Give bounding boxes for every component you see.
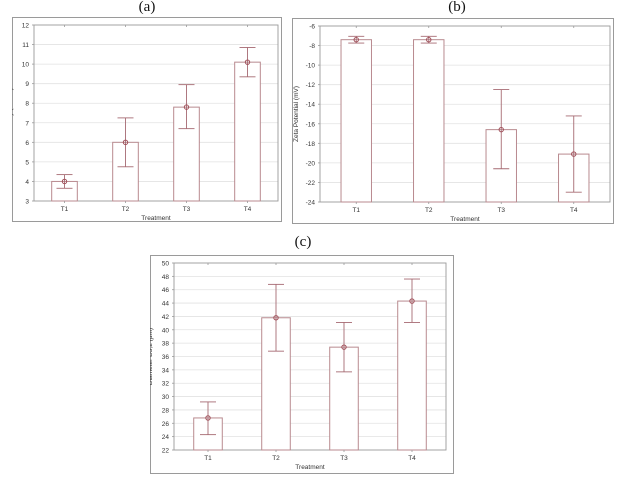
mean-marker — [426, 36, 432, 43]
x-tick-label: T2 — [425, 207, 433, 214]
plot-area — [173, 262, 447, 451]
mean-marker — [122, 139, 129, 146]
y-tick-label: 26 — [162, 421, 170, 428]
x-axis-label: Treatment — [295, 464, 325, 471]
x-tick-label: T1 — [204, 455, 212, 462]
x-tick-label: T4 — [244, 206, 252, 213]
y-tick-label: -16 — [306, 121, 316, 128]
y-tick-label: 46 — [162, 287, 170, 294]
y-tick-label: 24 — [162, 434, 170, 441]
y-tick-label: 6 — [25, 140, 29, 147]
y-tick-label: -22 — [306, 180, 316, 187]
y-tick-label: -10 — [306, 63, 316, 70]
y-tick-label: -20 — [306, 160, 316, 167]
y-tick-label: -24 — [306, 200, 316, 207]
x-tick-label: T1 — [352, 207, 360, 214]
y-tick-label: 36 — [162, 354, 170, 361]
y-tick-label: 34 — [162, 367, 170, 374]
y-tick-label: 38 — [162, 341, 170, 348]
bar-t2 — [112, 141, 139, 202]
y-tick-label: 3 — [25, 199, 29, 206]
panel-label-a: (a) — [138, 0, 156, 15]
chart-a-viscosity: 3 4 5 6 7 8 9 10 11 12 T1 T2 T3 T4 Treatment Viscosity … — [7, 17, 282, 222]
y-tick-label: 40 — [162, 327, 170, 334]
chart-c-diameter: 22 24 26 28 30 32 34 36 38 40 42 44 46 48 50 T1 T2 T3 T4 Tr… — [147, 255, 454, 474]
bar-t1 — [340, 39, 372, 203]
mean-marker — [341, 344, 347, 350]
y-tick-label: 50 — [162, 261, 170, 268]
x-tick-label: T4 — [570, 207, 578, 214]
bar-t2 — [413, 39, 445, 203]
x-tick-label: T3 — [340, 455, 348, 462]
y-tick-label: 30 — [162, 394, 170, 401]
y-tick-label: -8 — [309, 43, 315, 50]
chart-svg: 3 4 5 6 7 8 9 10 11 12 T1 T2 T3 T4 Treatment Viscosity … — [7, 17, 282, 222]
mean-marker — [571, 151, 577, 157]
y-axis-label: Diameter D3,2 (µm) — [150, 328, 154, 385]
y-tick-label: -18 — [306, 141, 316, 148]
y-tick-label: 28 — [162, 407, 170, 414]
y-tick-label: 11 — [22, 42, 29, 49]
mean-marker — [409, 298, 415, 304]
panel-label-b: (b) — [448, 0, 466, 15]
x-tick-label: T3 — [497, 207, 505, 214]
x-tick-label: T1 — [61, 206, 69, 213]
y-tick-label: 4 — [25, 179, 29, 186]
x-tick-label: T4 — [408, 455, 416, 462]
y-tick-label: -6 — [309, 24, 315, 31]
y-tick-label: -14 — [306, 102, 316, 109]
x-axis-label: Treatment — [141, 215, 171, 222]
bar-t4 — [397, 300, 427, 451]
plot-area — [33, 24, 279, 202]
chart-b-zeta-potential: -24 -22 -20 -18 -16 -14 -12 -10 -8 -6 T1 T2 T3 T4 Trea… — [292, 18, 614, 224]
y-tick-label: 44 — [162, 301, 170, 308]
chart-svg: 22 24 26 28 30 32 34 36 38 40 42 44 46 48 50 T1 T2 T3 T4 Tr… — [147, 255, 454, 474]
x-tick-label: T2 — [122, 206, 130, 213]
y-axis-label: Viscosity (mPa.s) — [12, 88, 14, 138]
y-tick-label: 9 — [25, 81, 29, 88]
mean-marker — [498, 126, 504, 133]
y-tick-label: 22 — [162, 448, 170, 455]
x-tick-label: T3 — [183, 206, 191, 213]
y-tick-label: 8 — [25, 101, 29, 108]
y-tick-label: -12 — [306, 82, 316, 89]
panel-label-c: (c) — [294, 234, 312, 250]
plot-area — [319, 25, 611, 203]
y-tick-label: 42 — [162, 314, 170, 321]
mean-marker — [183, 104, 190, 110]
y-tick-label: 5 — [25, 159, 29, 166]
mean-marker — [205, 415, 211, 421]
y-axis-label: Zeta Potential (mV) — [293, 86, 300, 142]
y-tick-label: 32 — [162, 381, 170, 388]
chart-svg: -24 -22 -20 -18 -16 -14 -12 -10 -8 -6 T1 T2 T3 T4 Trea… — [292, 18, 614, 224]
y-tick-label: 12 — [22, 23, 30, 30]
y-tick-label: 48 — [162, 274, 170, 281]
mean-marker — [61, 178, 68, 185]
mean-marker — [273, 315, 279, 321]
mean-marker — [244, 59, 251, 65]
x-tick-label: T2 — [272, 455, 280, 462]
x-axis-label: Treatment — [450, 216, 480, 223]
y-tick-label: 7 — [25, 120, 29, 127]
bar-t4 — [234, 61, 261, 202]
y-tick-label: 10 — [22, 62, 30, 69]
mean-marker — [353, 36, 359, 43]
